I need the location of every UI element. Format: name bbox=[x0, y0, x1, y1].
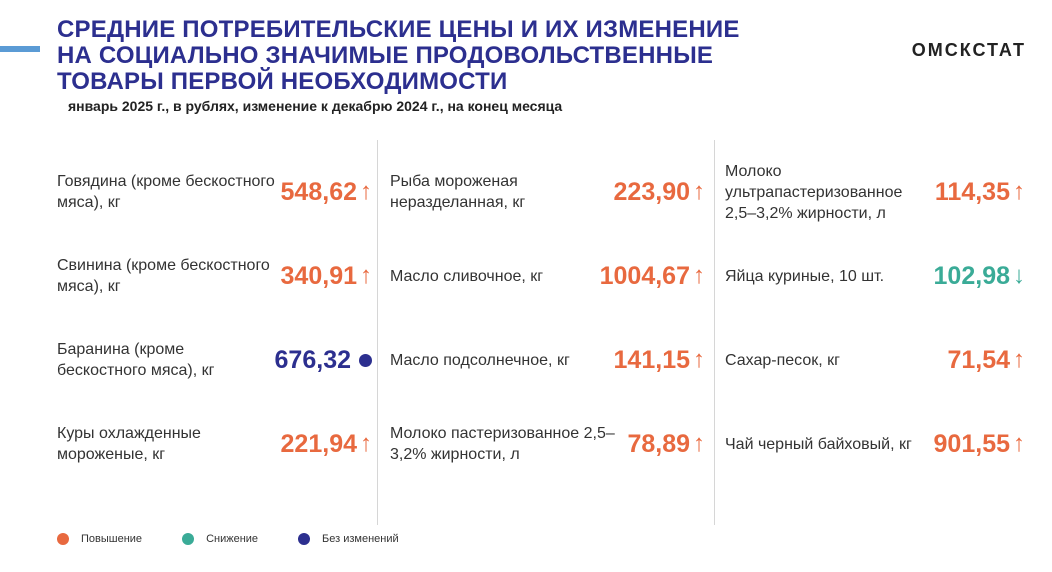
column-divider bbox=[377, 140, 378, 525]
arrow-up-icon: ↑ bbox=[360, 262, 372, 289]
price-value: 901,55 bbox=[933, 429, 1010, 458]
arrow-down-icon: ↓ bbox=[1013, 262, 1025, 289]
item-price: 1004,67 ↑ bbox=[600, 262, 705, 291]
item-label: Молоко пастеризованное 2,5–3,2% жирности… bbox=[390, 425, 615, 463]
item-label: Сахар-песок, кг bbox=[725, 351, 840, 369]
legend-item-unchanged: Без изменений bbox=[298, 533, 399, 545]
legend-label-increase: Повышение bbox=[81, 533, 143, 545]
increase-dot-icon bbox=[57, 533, 69, 545]
price-value: 114,35 bbox=[934, 177, 1010, 206]
item-price: 676,32 bbox=[275, 346, 372, 375]
price-item: Баранина (кроме бескостного мяса), кг 676… bbox=[57, 318, 372, 402]
accent-line bbox=[0, 46, 40, 52]
arrow-up-icon: ↑ bbox=[1013, 430, 1025, 457]
item-price: 340,91 ↑ bbox=[281, 262, 372, 291]
legend-item-decrease: Снижение bbox=[182, 533, 258, 545]
item-price: 223,90 ↑ bbox=[614, 178, 705, 207]
price-value: 141,15 bbox=[613, 345, 690, 374]
decrease-dot-icon bbox=[182, 533, 195, 545]
price-value: 223,90 bbox=[613, 177, 690, 206]
price-value: 78,89 bbox=[627, 429, 690, 458]
item-label: Баранина (кроме бескостного мяса), кг bbox=[57, 341, 215, 379]
legend-label-unchanged: Без изменений bbox=[322, 533, 399, 545]
page-subtitle: январь 2025 г., в рублях, изменение к де… bbox=[68, 98, 563, 114]
price-value: 548,62 bbox=[280, 177, 357, 206]
legend-label-decrease: Снижение bbox=[206, 533, 259, 545]
price-item: Яйца куриные, 10 шт. 102,98 ↓ bbox=[725, 234, 1025, 318]
item-label: Молоко ультрапастеризованное 2,5–3,2% жи… bbox=[725, 162, 903, 222]
item-price: 78,89 ↑ bbox=[627, 430, 705, 459]
arrow-up-icon: ↑ bbox=[693, 430, 705, 457]
arrow-up-icon: ↑ bbox=[360, 430, 372, 457]
item-label: Чай черный байховый, кг bbox=[725, 435, 912, 453]
title-line: НА СОЦИАЛЬНО ЗНАЧИМЫЕ ПРОДОВОЛЬСТВЕННЫЕ bbox=[57, 42, 714, 69]
price-item: Масло сливочное, кг 1004,67 ↑ bbox=[390, 234, 705, 318]
item-label: Рыба мороженая неразделанная, кг bbox=[390, 173, 526, 211]
price-value: 102,98 bbox=[933, 261, 1010, 290]
item-label: Масло подсолнечное, кг bbox=[390, 351, 570, 369]
price-value: 340,91 bbox=[280, 261, 357, 290]
price-value: 676,32 bbox=[274, 345, 351, 374]
title-line: ТОВАРЫ ПЕРВОЙ НЕОБХОДИМОСТИ bbox=[57, 68, 508, 95]
item-label: Говядина (кроме бескостного мяса), кг bbox=[57, 173, 275, 211]
item-label: Масло сливочное, кг bbox=[390, 267, 544, 285]
arrow-up-icon: ↑ bbox=[1013, 178, 1025, 205]
price-value: 1004,67 bbox=[599, 261, 690, 290]
price-item: Молоко пастеризованное 2,5–3,2% жирности… bbox=[390, 402, 705, 486]
page-title: СРЕДНИЕ ПОТРЕБИТЕЛЬСКИЕ ЦЕНЫ И ИХ ИЗМЕНЕ… bbox=[57, 17, 857, 95]
unchanged-dot-icon bbox=[298, 533, 311, 545]
price-item: Сахар-песок, кг 71,54 ↑ bbox=[725, 318, 1025, 402]
item-price: 901,55 ↑ bbox=[934, 430, 1025, 459]
price-value: 221,94 bbox=[280, 429, 357, 458]
price-item: Молоко ультрапастеризованное 2,5–3,2% жи… bbox=[725, 150, 1025, 234]
item-price: 221,94 ↑ bbox=[281, 430, 372, 459]
item-price: 141,15 ↑ bbox=[614, 346, 705, 375]
arrow-up-icon: ↑ bbox=[360, 178, 372, 205]
legend-item-increase: Повышение bbox=[57, 533, 142, 545]
arrow-up-icon: ↑ bbox=[1013, 346, 1025, 373]
price-item: Масло подсолнечное, кг 141,15 ↑ bbox=[390, 318, 705, 402]
item-price: 114,35 ↑ bbox=[935, 178, 1025, 207]
item-label: Свинина (кроме бескостного мяса), кг bbox=[57, 257, 270, 295]
price-item: Свинина (кроме бескостного мяса), кг 340,… bbox=[57, 234, 372, 318]
price-column-3: Молоко ультрапастеризованное 2,5–3,2% жи… bbox=[725, 150, 1025, 486]
item-label: Яйца куриные, 10 шт. bbox=[725, 267, 885, 285]
price-item: Куры охлажденные мороженые, кг 221,94 ↑ bbox=[57, 402, 372, 486]
price-column-1: Говядина (кроме бескостного мяса), кг 548… bbox=[57, 150, 372, 486]
column-divider bbox=[714, 140, 715, 525]
price-item: Рыба мороженая неразделанная, кг 223,90 ↑ bbox=[390, 150, 705, 234]
price-column-2: Рыба мороженая неразделанная, кг 223,90 ↑ М… bbox=[390, 150, 705, 486]
item-label: Куры охлажденные мороженые, кг bbox=[57, 425, 201, 463]
arrow-up-icon: ↑ bbox=[693, 178, 705, 205]
price-item: Говядина (кроме бескостного мяса), кг 548… bbox=[57, 150, 372, 234]
price-value: 71,54 bbox=[947, 345, 1010, 374]
unchanged-dot-icon bbox=[359, 353, 372, 367]
brand-logo-text: ОМСКСТАТ bbox=[911, 40, 1026, 60]
price-item: Чай черный байховый, кг 901,55 ↑ bbox=[725, 402, 1025, 486]
item-price: 548,62 ↑ bbox=[281, 178, 372, 207]
legend: Повышение Снижение Без изменений bbox=[57, 533, 439, 545]
arrow-up-icon: ↑ bbox=[693, 262, 705, 289]
item-price: 102,98 ↓ bbox=[934, 262, 1025, 291]
title-line: СРЕДНИЕ ПОТРЕБИТЕЛЬСКИЕ ЦЕНЫ И ИХ ИЗМЕНЕ… bbox=[57, 16, 740, 43]
arrow-up-icon: ↑ bbox=[693, 346, 705, 373]
item-price: 71,54 ↑ bbox=[947, 346, 1025, 375]
